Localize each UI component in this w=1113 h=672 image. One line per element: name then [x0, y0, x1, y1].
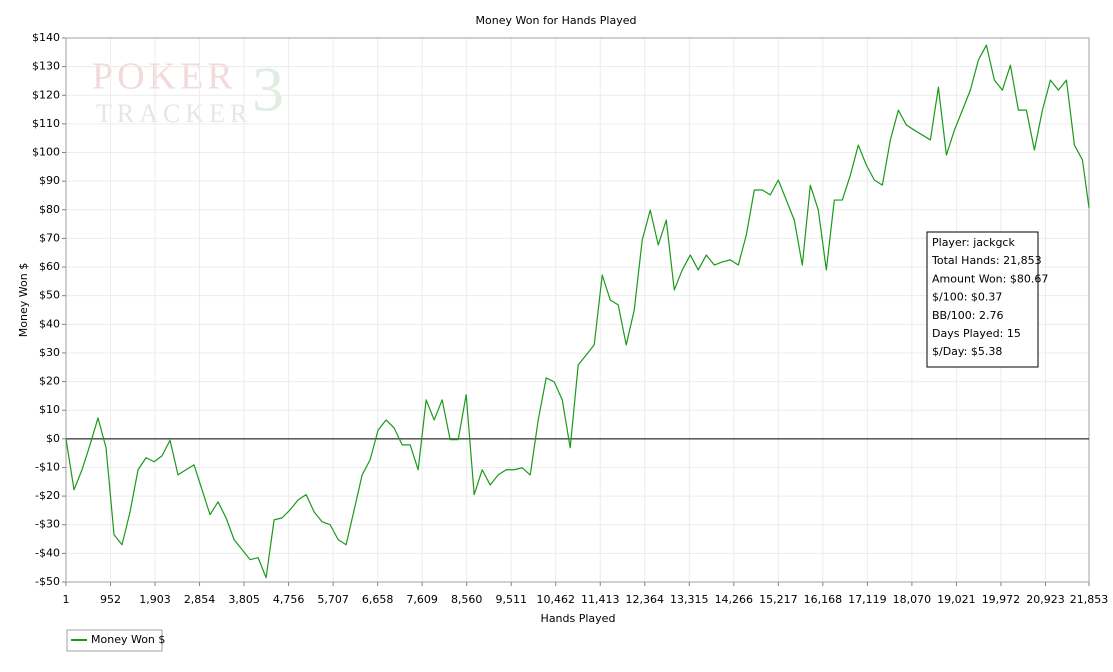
x-tick-label: 19,021 — [937, 593, 976, 606]
x-tick-label: 6,658 — [362, 593, 394, 606]
y-tick-label: $40 — [39, 317, 60, 330]
x-tick-label: 17,119 — [848, 593, 887, 606]
x-tick-label: 15,217 — [759, 593, 798, 606]
legend: Money Won $ — [66, 629, 165, 652]
y-tick-label: $110 — [32, 117, 60, 130]
x-tick-label: 1,903 — [139, 593, 171, 606]
x-tick-label: 14,266 — [715, 593, 754, 606]
y-tick-label: $70 — [39, 231, 60, 244]
y-tick-label: $140 — [32, 31, 60, 44]
legend-label: Money Won $ — [91, 633, 165, 646]
y-tick-label: $20 — [39, 375, 60, 388]
y-tick-label: $0 — [46, 432, 60, 445]
y-tick-label: $60 — [39, 260, 60, 273]
x-tick-label: 9,511 — [495, 593, 527, 606]
watermark-text: TRACKER — [96, 99, 252, 128]
x-tick-label: 18,070 — [893, 593, 932, 606]
plot-frame — [65, 37, 1090, 583]
x-tick-label: 4,756 — [273, 593, 305, 606]
info-box: Player: jackgck Total Hands: 21,853 Amount… — [926, 231, 1048, 368]
chart-title: Money Won for Hands Played — [476, 14, 637, 27]
legend-frame — [66, 629, 163, 652]
x-tick-label: 1 — [63, 593, 70, 606]
y-tick-label: $130 — [32, 60, 60, 73]
y-tick-label: $30 — [39, 346, 60, 359]
y-tick-label: -$40 — [35, 546, 60, 559]
x-tick-label: 3,805 — [228, 593, 260, 606]
info-box-line: Amount Won: $80.67 — [932, 272, 1048, 285]
y-tick-label: $120 — [32, 88, 60, 101]
watermark-text: POKER — [92, 56, 237, 98]
x-tick-label: 10,462 — [536, 593, 575, 606]
x-tick-label: 13,315 — [670, 593, 709, 606]
info-box-line: Total Hands: 21,853 — [931, 254, 1042, 267]
info-box-line: Player: jackgck — [932, 236, 1015, 249]
x-tick-label: 16,168 — [804, 593, 843, 606]
x-tick-label: 20,923 — [1026, 593, 1065, 606]
info-box-frame — [926, 231, 1039, 368]
y-tick-label: $80 — [39, 203, 60, 216]
x-tick-label: 19,972 — [982, 593, 1021, 606]
y-tick-label: $100 — [32, 146, 60, 159]
x-axis-label: Hands Played — [541, 612, 616, 625]
x-tick-label: 5,707 — [317, 593, 349, 606]
x-tick-label: 2,854 — [184, 593, 216, 606]
y-tick-label: $90 — [39, 174, 60, 187]
y-axis-label: Money Won $ — [17, 263, 30, 337]
series-line — [65, 44, 1090, 579]
x-tick-label: 12,364 — [626, 593, 665, 606]
plot — [65, 44, 1090, 579]
x-tick-label: 21,853 — [1070, 593, 1109, 606]
x-tick-label: 8,560 — [451, 593, 483, 606]
info-box-line: $/100: $0.37 — [932, 291, 1002, 304]
x-tick-label: 952 — [100, 593, 121, 606]
y-tick-label: -$50 — [35, 575, 60, 588]
y-tick-label: $10 — [39, 403, 60, 416]
y-tick-label: -$20 — [35, 489, 60, 502]
info-box-line: Days Played: 15 — [932, 327, 1021, 340]
watermark-text: 3 — [252, 54, 284, 125]
y-tick-label: -$30 — [35, 518, 60, 531]
y-tick-label: $50 — [39, 289, 60, 302]
info-box-line: $/Day: $5.38 — [932, 345, 1002, 358]
x-tick-label: 7,609 — [406, 593, 438, 606]
info-box-line: BB/100: 2.76 — [932, 309, 1004, 322]
y-tick-label: -$10 — [35, 460, 60, 473]
x-tick-label: 11,413 — [581, 593, 620, 606]
